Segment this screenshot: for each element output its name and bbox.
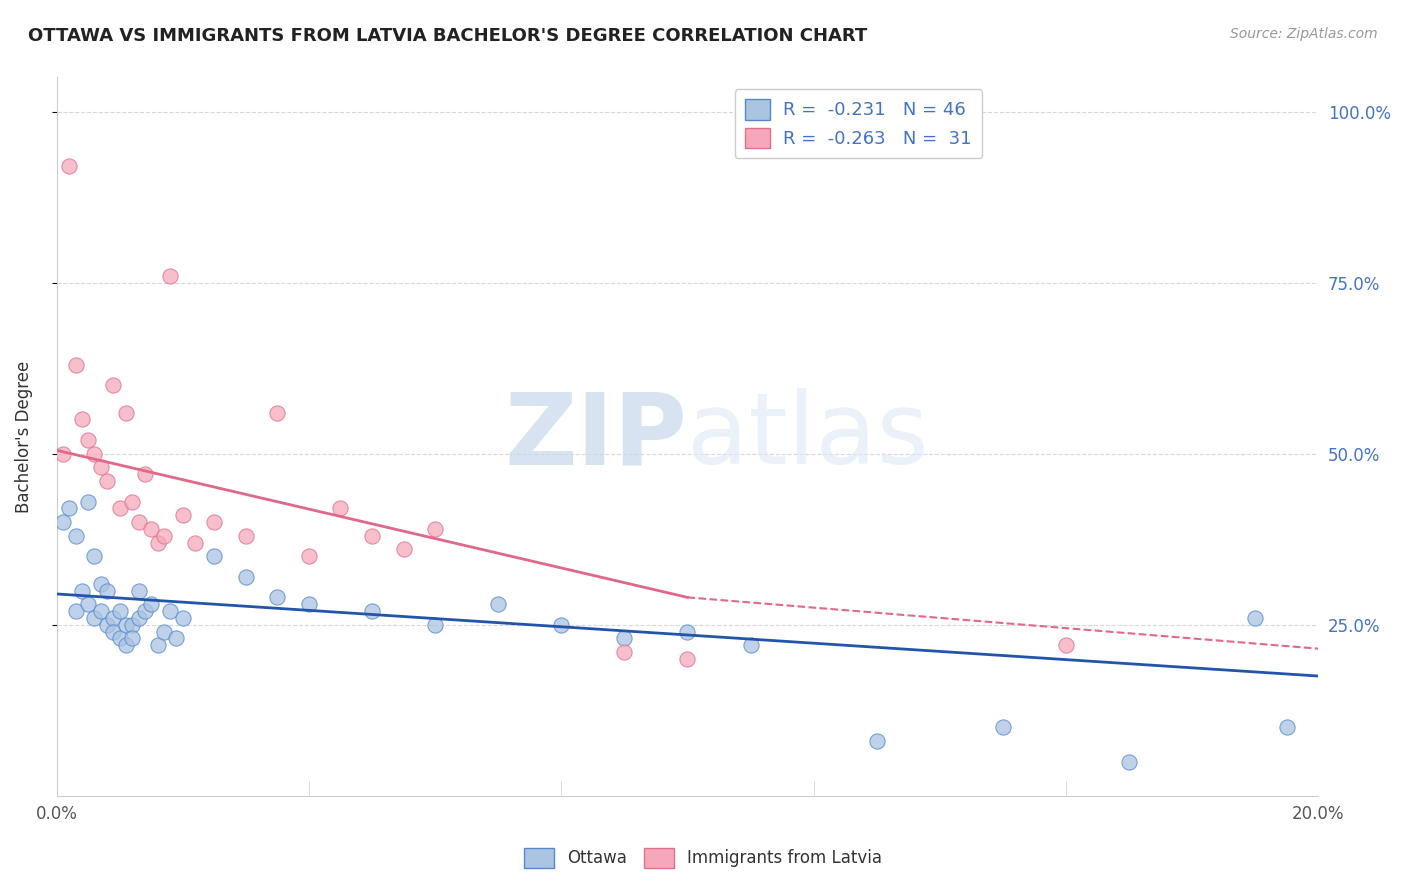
Point bbox=[153, 529, 176, 543]
Point bbox=[298, 549, 321, 564]
Point bbox=[266, 406, 288, 420]
Point bbox=[65, 529, 87, 543]
Point bbox=[115, 617, 138, 632]
Point bbox=[361, 529, 384, 543]
Point bbox=[90, 604, 112, 618]
Point bbox=[121, 494, 143, 508]
Point bbox=[134, 604, 156, 618]
Point bbox=[83, 447, 105, 461]
Point bbox=[676, 652, 699, 666]
Point bbox=[202, 549, 225, 564]
Point bbox=[159, 604, 181, 618]
Point bbox=[172, 508, 194, 523]
Point bbox=[423, 617, 446, 632]
Point bbox=[184, 535, 207, 549]
Point bbox=[90, 576, 112, 591]
Point bbox=[83, 611, 105, 625]
Point bbox=[166, 632, 188, 646]
Point bbox=[128, 515, 150, 529]
Point bbox=[134, 467, 156, 482]
Point bbox=[58, 160, 80, 174]
Point bbox=[52, 515, 75, 529]
Point bbox=[740, 638, 762, 652]
Point bbox=[676, 624, 699, 639]
Point bbox=[202, 515, 225, 529]
Point bbox=[235, 529, 257, 543]
Point bbox=[146, 638, 169, 652]
Point bbox=[866, 734, 889, 748]
Point bbox=[128, 611, 150, 625]
Point bbox=[146, 535, 169, 549]
Y-axis label: Bachelor's Degree: Bachelor's Degree bbox=[15, 360, 32, 513]
Point bbox=[361, 604, 384, 618]
Point bbox=[266, 591, 288, 605]
Point bbox=[1118, 755, 1140, 769]
Point bbox=[103, 378, 125, 392]
Point bbox=[1054, 638, 1077, 652]
Point bbox=[65, 604, 87, 618]
Point bbox=[613, 632, 636, 646]
Point bbox=[65, 358, 87, 372]
Point bbox=[153, 624, 176, 639]
Point bbox=[52, 447, 75, 461]
Text: OTTAWA VS IMMIGRANTS FROM LATVIA BACHELOR'S DEGREE CORRELATION CHART: OTTAWA VS IMMIGRANTS FROM LATVIA BACHELO… bbox=[28, 27, 868, 45]
Point bbox=[108, 501, 131, 516]
Point bbox=[103, 624, 125, 639]
Point bbox=[172, 611, 194, 625]
Point bbox=[70, 412, 93, 426]
Point bbox=[96, 583, 118, 598]
Point bbox=[96, 617, 118, 632]
Text: atlas: atlas bbox=[688, 388, 929, 485]
Point bbox=[108, 632, 131, 646]
Point bbox=[77, 433, 100, 447]
Point bbox=[103, 611, 125, 625]
Point bbox=[613, 645, 636, 659]
Point bbox=[83, 549, 105, 564]
Point bbox=[991, 720, 1014, 734]
Point bbox=[141, 522, 163, 536]
Point bbox=[90, 460, 112, 475]
Point bbox=[141, 597, 163, 611]
Point bbox=[298, 597, 321, 611]
Point bbox=[121, 617, 143, 632]
Point bbox=[159, 268, 181, 283]
Point bbox=[58, 501, 80, 516]
Point bbox=[235, 570, 257, 584]
Point bbox=[329, 501, 352, 516]
Point bbox=[486, 597, 509, 611]
Point bbox=[70, 583, 93, 598]
Point bbox=[1275, 720, 1298, 734]
Point bbox=[550, 617, 572, 632]
Legend: Ottawa, Immigrants from Latvia: Ottawa, Immigrants from Latvia bbox=[517, 841, 889, 875]
Text: ZIP: ZIP bbox=[505, 388, 688, 485]
Point bbox=[121, 632, 143, 646]
Legend: R =  -0.231   N = 46, R =  -0.263   N =  31: R = -0.231 N = 46, R = -0.263 N = 31 bbox=[735, 89, 981, 159]
Point bbox=[115, 638, 138, 652]
Point bbox=[392, 542, 415, 557]
Point bbox=[128, 583, 150, 598]
Point bbox=[96, 474, 118, 488]
Point bbox=[108, 604, 131, 618]
Point bbox=[423, 522, 446, 536]
Point bbox=[1244, 611, 1267, 625]
Point bbox=[115, 406, 138, 420]
Text: Source: ZipAtlas.com: Source: ZipAtlas.com bbox=[1230, 27, 1378, 41]
Point bbox=[77, 494, 100, 508]
Point bbox=[77, 597, 100, 611]
